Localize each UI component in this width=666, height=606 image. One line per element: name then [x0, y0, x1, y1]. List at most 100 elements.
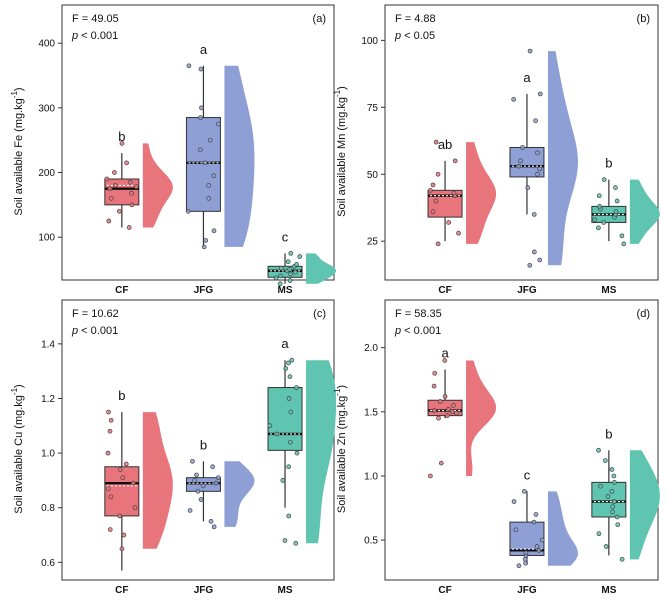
data-point [592, 217, 598, 223]
data-point [534, 544, 540, 549]
y-axis-label-end: ) [336, 385, 348, 389]
data-point [527, 48, 533, 54]
data-point [192, 478, 198, 483]
half-violin [466, 360, 497, 476]
data-point [596, 531, 602, 537]
data-point [121, 532, 127, 538]
data-point [112, 183, 118, 188]
data-point [107, 186, 113, 192]
half-violin [629, 450, 660, 560]
data-point [287, 267, 293, 272]
data-point [603, 544, 609, 549]
y-axis-label-superscript: -1 [10, 387, 19, 395]
data-point [278, 273, 283, 279]
data-point [104, 176, 110, 182]
data-point [531, 212, 537, 217]
data-point [527, 262, 533, 268]
data-point [285, 259, 291, 265]
data-point [596, 447, 601, 453]
y-axis-label-end: ) [13, 384, 25, 388]
group-jfg: c JFG [509, 467, 578, 596]
significance-letter: ab [438, 137, 452, 152]
y-axis-label-end: ) [13, 87, 25, 91]
data-point [274, 431, 280, 437]
data-point [297, 254, 303, 259]
panel-tag: (d) [637, 308, 650, 320]
y-tick-label: 1.0 [364, 471, 378, 482]
data-point [287, 374, 293, 379]
data-point [206, 183, 211, 188]
half-violin [142, 143, 173, 228]
significance-letter: c [524, 467, 531, 482]
data-point [277, 281, 283, 287]
data-point [433, 139, 439, 145]
y-tick-label: 1.5 [364, 407, 378, 418]
data-point [615, 522, 621, 528]
significance-letter: b [118, 388, 125, 403]
data-point [454, 410, 459, 416]
data-point [195, 488, 201, 494]
data-point [286, 464, 292, 470]
data-point [194, 472, 199, 478]
significance-letter: a [523, 70, 531, 85]
data-point [539, 537, 545, 543]
data-point [596, 193, 602, 199]
data-point [621, 241, 627, 247]
y-tick-label: 200 [38, 168, 55, 179]
y-axis-label: Soil available Fe (mg.kg-1) [10, 87, 25, 215]
x-category-label: MS [278, 585, 293, 596]
x-category-label: JFG [517, 285, 537, 296]
data-point [522, 556, 528, 562]
group-ms: b MS [591, 156, 660, 296]
data-point [133, 184, 139, 190]
data-point [619, 233, 625, 239]
data-point [278, 265, 284, 271]
y-axis-label: Soil available Cu (mg.kg-1) [10, 384, 25, 513]
data-point [108, 196, 114, 201]
data-point [610, 509, 615, 515]
data-point [446, 406, 451, 412]
data-point [211, 173, 217, 179]
data-point [126, 225, 132, 230]
data-point [117, 513, 122, 519]
data-point [185, 208, 191, 214]
group-jfg: a JFG [509, 48, 578, 296]
data-point [286, 396, 292, 401]
data-point [611, 499, 617, 504]
data-point [536, 547, 542, 553]
half-violin [547, 491, 578, 566]
data-point [130, 480, 136, 486]
f-statistic: F = 10.62 [72, 308, 119, 320]
half-violin [306, 360, 337, 544]
f-statistic: F = 58.35 [395, 308, 442, 320]
y-axis-label: Soil available Zn (mg.kg-1) [333, 385, 348, 513]
y-axis-label-superscript: -1 [10, 91, 19, 99]
y-axis-label: Soil available Mn (mg.kg-1) [333, 86, 348, 217]
data-point [456, 230, 461, 236]
half-violin [466, 142, 497, 244]
data-point [211, 524, 217, 530]
p-symbol: p [71, 325, 78, 337]
data-point [120, 475, 126, 481]
data-point [446, 220, 452, 225]
data-point [117, 208, 122, 214]
significance-letter: b [200, 437, 207, 452]
y-tick-label: 100 [38, 233, 55, 244]
data-point [129, 202, 135, 208]
data-point [450, 409, 455, 415]
data-point [614, 514, 620, 520]
y-tick-label: 1.2 [41, 394, 55, 405]
y-tick-label: 50 [367, 170, 379, 181]
data-point [294, 450, 300, 456]
data-point [289, 357, 295, 363]
significance-letter: a [281, 336, 289, 351]
data-point [518, 158, 523, 164]
data-point [601, 177, 607, 182]
y-tick-label: 1.4 [41, 339, 55, 350]
y-axis-label-main: Soil available Cu (mg.kg [13, 395, 25, 514]
data-point [215, 475, 221, 481]
group-ms: b MS [591, 426, 660, 596]
data-point [537, 91, 543, 97]
data-point [531, 249, 537, 255]
data-point [132, 505, 138, 511]
